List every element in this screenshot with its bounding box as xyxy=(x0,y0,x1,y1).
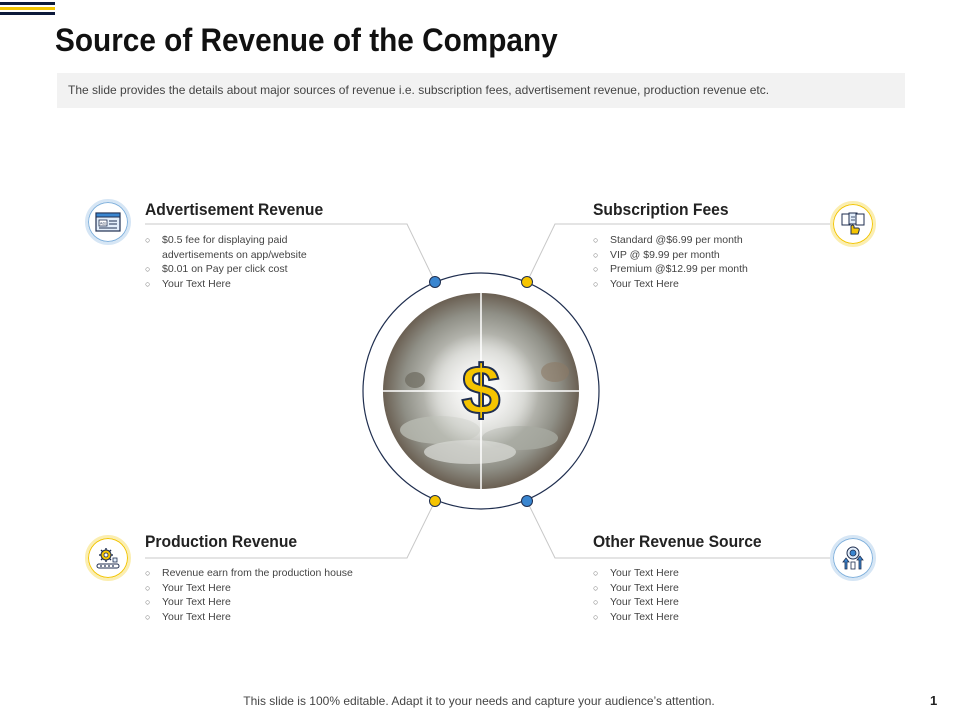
list-item: ○ $0.5 fee for displaying paid advertisem… xyxy=(145,234,307,261)
advertisement-bullets: ○ $0.5 fee for displaying paid advertisem… xyxy=(145,233,345,291)
ads-window-icon: Ads xyxy=(85,199,131,245)
footer: This slide is 100% editable. Adapt it to… xyxy=(0,694,960,708)
bullet-icon: ○ xyxy=(145,235,151,245)
production-bullets: ○ Revenue earn from the production house … xyxy=(145,566,405,624)
accent-bar-middle xyxy=(0,7,55,10)
svg-text:Ads: Ads xyxy=(100,222,106,226)
bullet-icon: ○ xyxy=(593,611,599,622)
list-item: ○ Revenue earn from the production house xyxy=(145,567,353,579)
bullet-icon: ○ xyxy=(145,278,151,289)
list-item: ○ Your Text Here xyxy=(145,610,231,623)
subscription-bullets: ○ Standard @$6.99 per month ○ VIP @ $9.99 … xyxy=(593,233,813,291)
list-item: ○ Your Text Here xyxy=(593,581,679,594)
bullet-icon: ○ xyxy=(593,264,599,274)
connector-advertisement xyxy=(145,223,436,283)
coins-photo xyxy=(383,293,579,489)
bullet-icon: ○ xyxy=(593,249,599,260)
other-bullets: ○ Your Text Here ○ Your Text Here ○ Your Te… xyxy=(593,566,813,624)
accent-bar-bottom xyxy=(0,12,55,15)
bullet-icon: ○ xyxy=(593,235,599,245)
dot-subscription xyxy=(521,276,533,288)
bullet-icon: ○ xyxy=(593,568,599,578)
list-item: ○ VIP @ $9.99 per month xyxy=(593,248,720,261)
list-item: ○ Your Text Here xyxy=(593,596,679,608)
page-title: Source of Revenue of the Company xyxy=(55,22,558,58)
subtitle-box: The slide provides the details about maj… xyxy=(57,73,905,108)
connector-subscription xyxy=(526,223,830,283)
dollar-icon: $ xyxy=(462,351,501,429)
accent-bar-top xyxy=(0,2,55,5)
list-item: ○ Your Text Here xyxy=(593,610,679,623)
bullet-icon: ○ xyxy=(593,278,599,289)
bullet-icon: ○ xyxy=(593,582,599,593)
bullet-icon: ○ xyxy=(145,264,151,274)
subscription-hand-icon xyxy=(830,201,876,247)
connector-other xyxy=(526,500,830,559)
advertisement-revenue-title: Advertisement Revenue xyxy=(145,200,324,219)
bullet-icon: ○ xyxy=(145,568,151,578)
list-item: ○ Your Text Here xyxy=(145,581,231,594)
bullet-icon: ○ xyxy=(593,597,599,607)
list-item: ○ Your Text Here xyxy=(145,277,231,290)
gear-production-icon xyxy=(85,535,131,581)
bullet-icon: ○ xyxy=(145,582,151,593)
list-item: ○ Standard @$6.99 per month xyxy=(593,234,743,246)
list-item: ○ Your Text Here xyxy=(593,277,679,290)
list-item: ○ Your Text Here xyxy=(145,596,231,608)
connector-production xyxy=(145,500,436,559)
footer-text: This slide is 100% editable. Adapt it to… xyxy=(243,694,715,708)
dot-advertisement xyxy=(429,276,441,288)
list-item: ○ Your Text Here xyxy=(593,567,679,579)
subtitle-text: The slide provides the details about maj… xyxy=(68,83,770,97)
page-number: 1 xyxy=(930,693,938,708)
bullet-icon: ○ xyxy=(145,611,151,622)
list-item: ○ Premium @$12.99 per month xyxy=(593,263,748,275)
outer-ring xyxy=(362,272,600,510)
list-item: ○ $0.01 on Pay per click cost xyxy=(145,263,288,275)
dot-other xyxy=(521,495,533,507)
bullet-icon: ○ xyxy=(145,597,151,607)
dot-production xyxy=(429,495,441,507)
growth-target-icon xyxy=(830,535,876,581)
other-revenue-title: Other Revenue Source xyxy=(593,532,762,551)
production-revenue-title: Production Revenue xyxy=(145,532,298,551)
subscription-fees-title: Subscription Fees xyxy=(593,200,729,219)
